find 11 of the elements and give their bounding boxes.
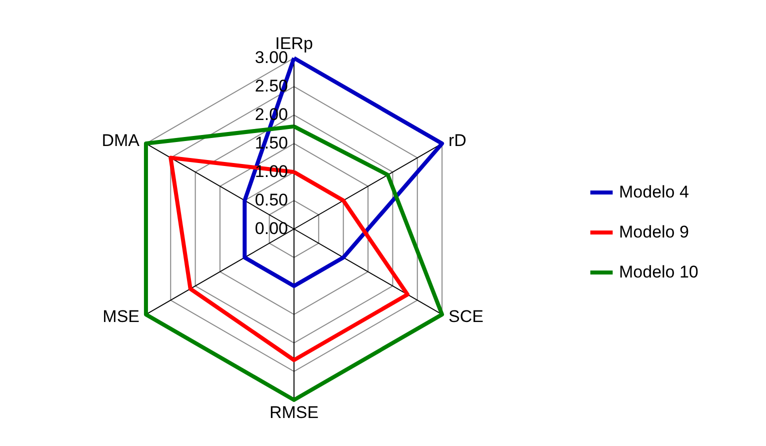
legend-label: Modelo 9 (619, 222, 689, 242)
spoke-label: rD (448, 130, 466, 150)
y-tick-label: 0.00 (254, 219, 288, 238)
spoke-label: RMSE (269, 403, 319, 422)
spoke-label: DMA (102, 130, 140, 150)
legend-label: Modelo 10 (619, 262, 698, 282)
legend-label: Modelo 4 (619, 182, 689, 202)
y-tick-label: 3.00 (254, 48, 288, 68)
spoke-label: SCE (448, 307, 484, 326)
y-tick-label: 0.50 (254, 190, 288, 210)
spoke-label: MSE (102, 307, 140, 326)
